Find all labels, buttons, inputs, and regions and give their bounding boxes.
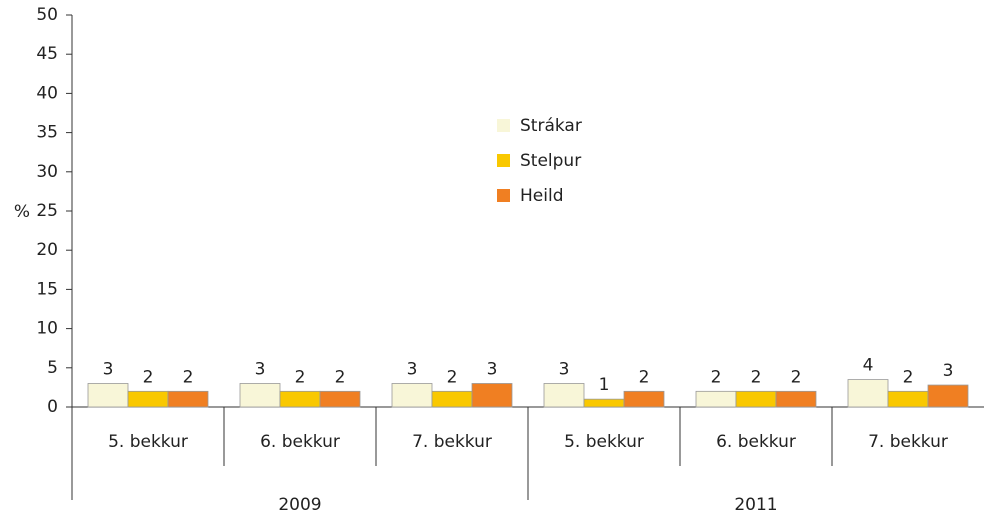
bar <box>775 390 817 408</box>
legend-swatch <box>497 189 510 202</box>
bar <box>927 384 969 408</box>
data-label: 2 <box>639 367 650 387</box>
bar <box>695 390 737 408</box>
group-label: 2009 <box>278 495 321 515</box>
bar <box>583 398 625 408</box>
data-label: 2 <box>295 367 306 387</box>
bar <box>167 390 209 408</box>
bar <box>391 383 433 408</box>
data-label: 2 <box>751 367 762 387</box>
bar <box>735 390 777 408</box>
y-tick-label: 15 <box>36 279 58 299</box>
data-label: 3 <box>407 359 418 379</box>
y-tick-label: 25 <box>36 201 58 221</box>
bar <box>431 390 473 408</box>
bar <box>847 379 889 408</box>
data-label: 2 <box>791 367 802 387</box>
y-tick-label: 10 <box>36 319 58 339</box>
data-label: 2 <box>447 367 458 387</box>
data-label: 3 <box>487 359 498 379</box>
bar <box>239 383 281 408</box>
bar <box>127 390 169 408</box>
bar <box>319 390 361 408</box>
y-tick-label: 5 <box>47 358 58 378</box>
bar <box>279 390 321 408</box>
legend-swatch <box>497 154 510 167</box>
data-label: 1 <box>599 375 610 395</box>
y-tick-label: 40 <box>36 83 58 103</box>
data-label: 3 <box>255 359 266 379</box>
x-tick-label: 6. bekkur <box>716 432 796 452</box>
data-label: 4 <box>863 356 874 376</box>
bar <box>543 383 585 408</box>
legend-swatch <box>497 119 510 132</box>
bar <box>887 390 929 408</box>
y-tick-label: 30 <box>36 162 58 182</box>
bar <box>471 383 513 408</box>
group-label: 2011 <box>734 495 777 515</box>
data-label: 3 <box>943 361 954 381</box>
data-label: 3 <box>103 359 114 379</box>
y-axis-label: % <box>14 202 30 222</box>
x-tick-label: 6. bekkur <box>260 432 340 452</box>
data-label: 3 <box>559 359 570 379</box>
x-tick-label: 5. bekkur <box>108 432 188 452</box>
data-label: 2 <box>711 367 722 387</box>
x-tick-label: 7. bekkur <box>868 432 948 452</box>
y-tick-label: 50 <box>36 5 58 25</box>
legend-label: Strákar <box>520 116 582 136</box>
bar <box>87 383 129 408</box>
y-tick-label: 35 <box>36 123 58 143</box>
legend-label: Heild <box>520 186 563 206</box>
y-tick-label: 20 <box>36 240 58 260</box>
data-label: 2 <box>183 367 194 387</box>
data-label: 2 <box>903 367 914 387</box>
y-tick-label: 45 <box>36 44 58 64</box>
x-tick-label: 7. bekkur <box>412 432 492 452</box>
y-tick-label: 0 <box>47 397 58 417</box>
data-label: 2 <box>335 367 346 387</box>
data-label: 2 <box>143 367 154 387</box>
legend-label: Stelpur <box>520 151 581 171</box>
x-tick-label: 5. bekkur <box>564 432 644 452</box>
bar <box>623 390 665 408</box>
